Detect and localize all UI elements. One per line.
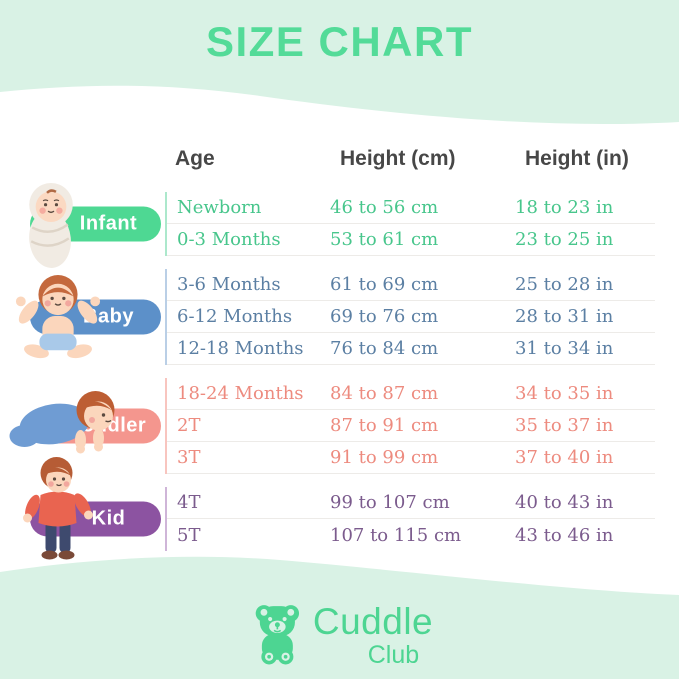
cell-age: 2T — [177, 415, 201, 436]
cell-age: 5T — [177, 524, 201, 546]
group-label-infant: Infant — [0, 182, 165, 268]
cell-height-in: 31 to 34 in — [515, 338, 614, 359]
cell-height-in: 37 to 40 in — [515, 447, 614, 468]
table-row: 0-3 Months 53 to 61 cm 23 to 25 in — [167, 224, 655, 256]
teddy-bear-icon — [255, 605, 299, 665]
cell-height-cm: 76 to 84 cm — [330, 338, 439, 359]
cell-height-in: 35 to 37 in — [515, 415, 614, 436]
group-infant: Infant Newborn 46 to 56 cm 18 to 23 in 0… — [0, 182, 655, 268]
table-row: 3-6 Months 61 to 69 cm 25 to 28 in — [167, 269, 655, 301]
cell-height-cm: 61 to 69 cm — [330, 274, 439, 295]
cell-height-cm: 107 to 115 cm — [330, 524, 462, 546]
table-row: 12-18 Months 76 to 84 cm 31 to 34 in — [167, 333, 655, 365]
brand-name-suffix: Club — [367, 641, 420, 669]
table-row: 4T 99 to 107 cm 40 to 43 in — [167, 487, 655, 519]
cell-age: 6-12 Months — [177, 306, 293, 327]
table-row: 6-12 Months 69 to 76 cm 28 to 31 in — [167, 301, 655, 333]
cell-height-in: 23 to 25 in — [515, 229, 614, 250]
group-toddler: Toddler 18-24 Months 84 to 87 cm 34 to 3… — [0, 378, 655, 474]
group-pill-label: Kid — [91, 507, 126, 530]
brand-name: Cuddle — [312, 601, 434, 642]
cell-height-cm: 99 to 107 cm — [330, 492, 450, 513]
cell-height-cm: 87 to 91 cm — [330, 415, 439, 436]
cell-height-in: 34 to 35 in — [515, 383, 614, 404]
column-header-age: Age — [175, 147, 215, 170]
group-label-baby: Baby — [0, 269, 165, 365]
cell-height-in: 43 to 46 in — [515, 524, 614, 546]
cell-height-in: 18 to 23 in — [515, 197, 614, 218]
table-row: 3T 91 to 99 cm 37 to 40 in — [167, 442, 655, 474]
cell-age: 0-3 Months — [177, 229, 281, 250]
cell-height-cm: 46 to 56 cm — [330, 197, 439, 218]
swaddled-baby-illustration — [29, 182, 73, 268]
cell-height-in: 25 to 28 in — [515, 274, 614, 295]
group-rows-infant: Newborn 46 to 56 cm 18 to 23 in 0-3 Mont… — [165, 192, 655, 256]
crawling-toddler-illustration — [9, 391, 115, 454]
brand-logo-text: Cuddle Club — [312, 601, 434, 669]
brand-logo: Cuddle Club — [246, 602, 433, 668]
table-row: 5T 107 to 115 cm 43 to 46 in — [167, 519, 655, 551]
page-title: SIZE CHART — [206, 18, 473, 65]
standing-boy-illustration — [23, 457, 93, 560]
size-table: Age Height (cm) Height (in) — [0, 142, 655, 564]
cell-age: 12-18 Months — [177, 338, 304, 359]
group-label-kid: Kid — [0, 457, 165, 560]
cell-height-in: 28 to 31 in — [515, 306, 614, 327]
table-row: 2T 87 to 91 cm 35 to 37 in — [167, 410, 655, 442]
cell-age: 3T — [177, 447, 201, 468]
table-row: Newborn 46 to 56 cm 18 to 23 in — [167, 192, 655, 224]
group-baby: Baby 3-6 Months 61 to 69 cm 25 to 28 in … — [0, 269, 655, 365]
cell-age: 4T — [177, 492, 201, 513]
group-label-toddler: Toddler — [0, 378, 165, 474]
cell-age: 18-24 Months — [177, 383, 304, 404]
cell-height-cm: 53 to 61 cm — [330, 229, 439, 250]
column-header-height-cm: Height (cm) — [340, 147, 456, 170]
table-header-row: Age Height (cm) Height (in) — [0, 142, 655, 176]
group-pill-label: Infant — [79, 212, 138, 235]
cell-age: Newborn — [177, 197, 262, 218]
sitting-baby-arms-up-illustration — [15, 274, 101, 359]
cell-height-cm: 91 to 99 cm — [330, 447, 439, 468]
table-row: 18-24 Months 84 to 87 cm 34 to 35 in — [167, 378, 655, 410]
group-rows-baby: 3-6 Months 61 to 69 cm 25 to 28 in 6-12 … — [165, 269, 655, 365]
cell-height-in: 40 to 43 in — [515, 492, 614, 513]
group-rows-toddler: 18-24 Months 84 to 87 cm 34 to 35 in 2T … — [165, 378, 655, 474]
group-kid: Kid 4T 99 to 107 cm 40 to 43 in 5T 107 t… — [0, 457, 655, 560]
group-rows-kid: 4T 99 to 107 cm 40 to 43 in 5T 107 to 11… — [165, 487, 655, 551]
cell-age: 3-6 Months — [177, 274, 281, 295]
cell-height-cm: 69 to 76 cm — [330, 306, 439, 327]
column-header-height-in: Height (in) — [525, 147, 629, 170]
cell-height-cm: 84 to 87 cm — [330, 383, 439, 404]
